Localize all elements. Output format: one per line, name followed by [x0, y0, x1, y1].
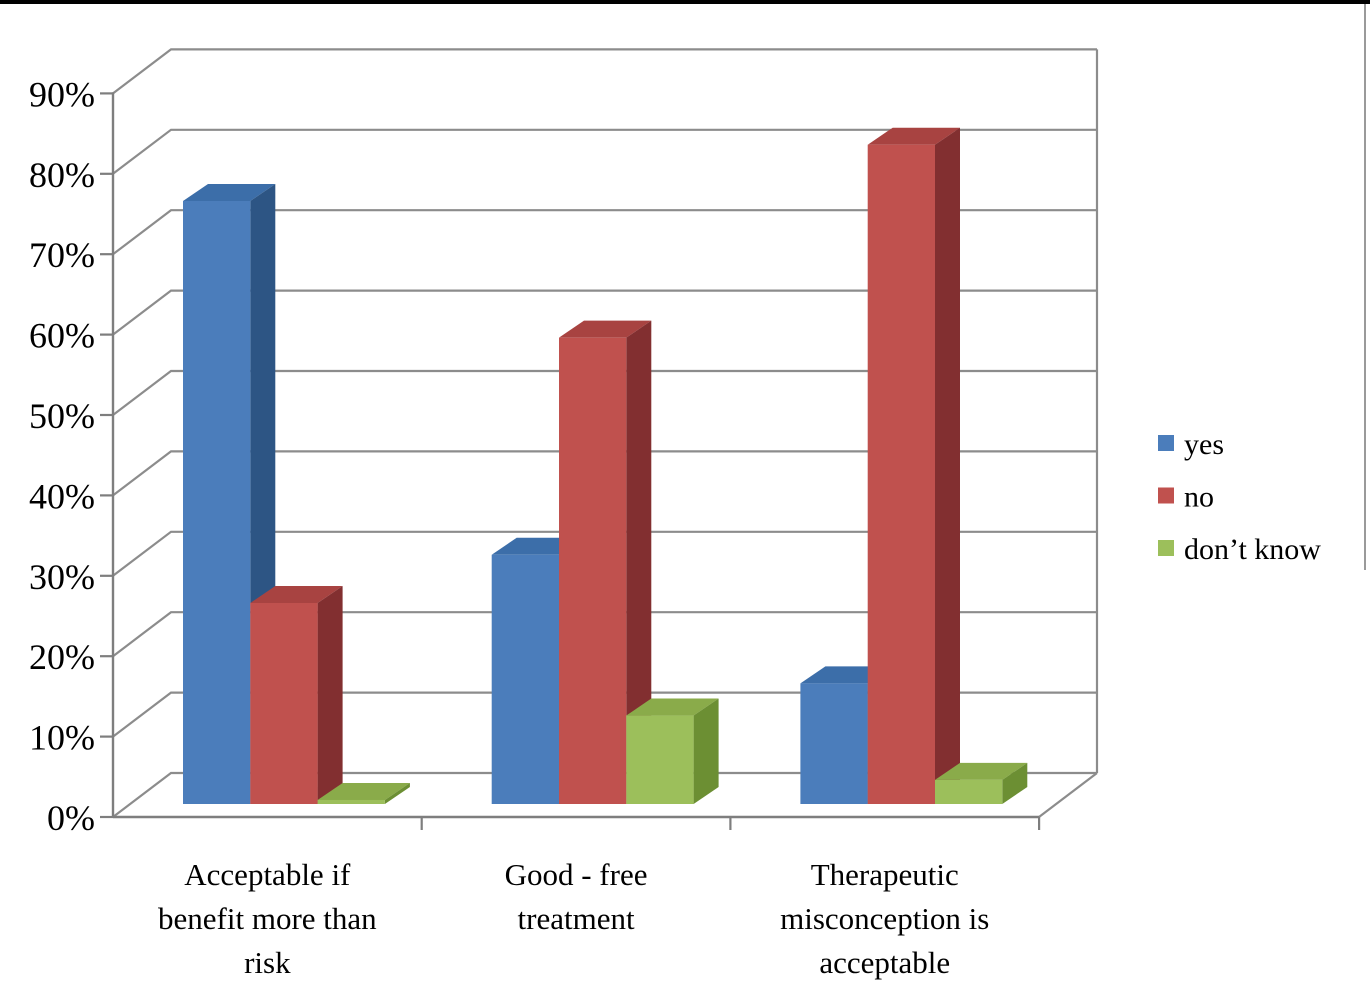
y-axis-label: 40%: [29, 476, 95, 516]
scan-top-edge: [0, 0, 1370, 4]
bar-side-1-0: [317, 586, 343, 804]
bar-0-1: [491, 554, 559, 804]
floor-right-edge: [1038, 772, 1098, 818]
legend-label-0: yes: [1184, 428, 1224, 461]
bar-top-1-0: [250, 586, 343, 603]
category-label: Good - free treatment: [505, 857, 648, 936]
bar-top-1-2: [867, 127, 960, 145]
bar-side-1-2: [935, 127, 960, 805]
y-axis-label: 20%: [29, 637, 95, 677]
gridline: [112, 369, 1097, 416]
category-label: Therapeutic misconception is acceptable: [780, 857, 989, 980]
gridline: [112, 450, 1097, 497]
bar-2-1: [626, 715, 694, 804]
gridline: [112, 289, 1097, 336]
bar-top-1-1: [559, 320, 652, 338]
bar-top-2-1: [626, 698, 719, 716]
gridline: [112, 128, 1097, 175]
bar-side-2-0: [384, 782, 410, 804]
bar-0-0: [183, 201, 251, 804]
bar-side-2-2: [1002, 762, 1028, 804]
gridline: [112, 691, 1097, 738]
bar-side-2-1: [693, 698, 719, 804]
scan-right-edge: [1364, 4, 1366, 570]
legend-swatch-1: [1158, 487, 1174, 504]
bar-top-0-0: [183, 184, 276, 201]
y-axis-label: 0%: [47, 798, 95, 838]
category-label: Acceptable if benefit more than risk: [158, 857, 377, 980]
bar-1-2: [867, 144, 935, 805]
bar-1-1: [559, 337, 627, 804]
gridline: [112, 209, 1097, 256]
bar-2-2: [935, 779, 1003, 804]
bar-1-0: [250, 603, 318, 804]
bar-top-2-2: [935, 762, 1028, 780]
y-axis-label: 30%: [29, 557, 95, 597]
bar-2-0: [317, 799, 385, 804]
bar-0-2: [800, 683, 868, 804]
y-axis-label: 70%: [29, 235, 95, 275]
bar-top-2-0: [317, 782, 410, 800]
gridline: [112, 611, 1097, 658]
y-axis-label: 60%: [29, 316, 95, 356]
y-axis-label: 50%: [29, 396, 95, 436]
bar-side-1-1: [626, 320, 652, 804]
legend-label-1: no: [1184, 481, 1214, 514]
legend-label-2: don’t know: [1184, 533, 1321, 566]
y-axis-label: 80%: [29, 155, 95, 195]
gridline: [112, 771, 1097, 818]
legend-swatch-2: [1158, 540, 1174, 556]
legend-swatch-0: [1158, 435, 1174, 451]
y-axis-label: 10%: [29, 718, 95, 758]
y-axis-label: 90%: [29, 74, 95, 114]
gridline: [112, 48, 1097, 95]
gridline: [112, 530, 1097, 577]
